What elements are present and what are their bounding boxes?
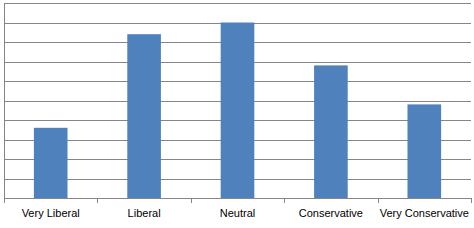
x-tick-label: Liberal (128, 207, 161, 219)
x-tick-label: Conservative (299, 207, 363, 219)
bars (34, 23, 441, 199)
grid-line (4, 3, 471, 4)
x-tick-label: Very Liberal (22, 207, 80, 219)
bar (314, 65, 348, 198)
x-tick (471, 198, 472, 203)
bar (221, 23, 255, 199)
grid-line (4, 198, 471, 199)
x-tick-label: Very Conservative (380, 207, 469, 219)
bar (127, 34, 161, 198)
bar (407, 104, 441, 198)
x-tick (97, 198, 98, 203)
x-tick (4, 198, 5, 203)
bar (34, 128, 68, 198)
x-tick-label: Neutral (220, 207, 255, 219)
chart: Very Liberal Liberal Neutral Conservative Ve… (0, 0, 474, 228)
x-tick (191, 198, 192, 203)
x-tick (378, 198, 379, 203)
x-axis-line (4, 198, 471, 199)
y-axis-line (4, 3, 5, 198)
x-tick (284, 198, 285, 203)
